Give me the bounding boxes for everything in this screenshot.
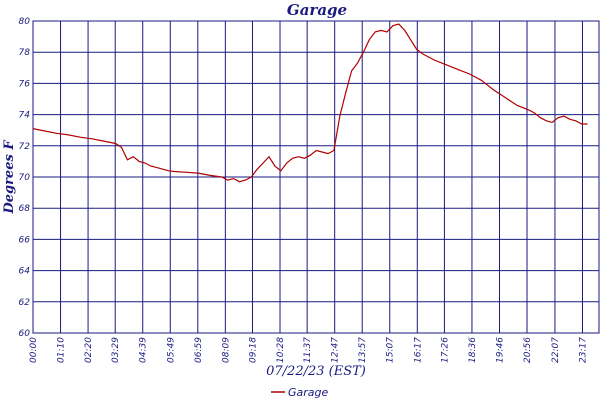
x-tick-label: 19:46 [495, 337, 505, 363]
x-tick-label: 00:00 [29, 337, 39, 363]
x-tick-label: 04:39 [139, 337, 149, 363]
x-axis-label: 07/22/23 (EST) [266, 364, 366, 379]
chart-grid [32, 20, 599, 334]
x-tick-labels: 00:00 01:10 02:20 03:29 04:39 05:49 06:59 08:09… [29, 337, 588, 363]
y-tick-label: 78 [19, 48, 31, 58]
x-tick-label: 08:09 [221, 337, 231, 363]
x-tick-label: 10:28 [276, 337, 286, 363]
y-tick-label: 72 [19, 142, 31, 152]
chart-title: Garage [287, 1, 347, 19]
x-tick-label: 16:17 [413, 337, 423, 363]
x-tick-label: 01:10 [57, 337, 67, 363]
plot-frame [32, 20, 600, 334]
y-tick-labels: 60 62 64 66 68 70 72 74 76 78 80 [19, 17, 31, 339]
x-tick-label: 02:20 [84, 337, 94, 363]
y-tick-label: 68 [19, 204, 31, 214]
x-tick-label: 06:59 [194, 337, 204, 363]
x-tick-label: 17:26 [440, 337, 450, 363]
x-tick-label: 13:57 [358, 337, 368, 363]
x-tick-label: 23:17 [578, 337, 588, 363]
x-tick-label: 12:47 [331, 337, 341, 363]
y-tick-label: 80 [19, 17, 31, 27]
series-line-garage [32, 23, 588, 183]
legend-label-garage: Garage [288, 386, 329, 399]
y-tick-label: 76 [19, 79, 31, 89]
y-tick-label: 64 [19, 267, 31, 277]
x-tick-label: 20:56 [523, 337, 533, 363]
y-tick-label: 66 [19, 235, 31, 245]
legend: Garage [271, 386, 329, 399]
x-tick-label: 18:36 [468, 337, 478, 363]
x-tick-label: 22:07 [551, 337, 561, 363]
x-tick-label: 09:18 [248, 337, 258, 363]
x-tick-label: 03:29 [111, 337, 121, 363]
x-tick-label: 11:37 [303, 337, 313, 363]
y-axis-label: Degrees F [2, 140, 17, 215]
y-tick-label: 74 [19, 111, 31, 121]
x-tick-label: 05:49 [166, 337, 176, 363]
y-tick-label: 70 [19, 173, 31, 183]
x-tick-label: 15:07 [386, 337, 396, 363]
y-tick-label: 62 [19, 298, 31, 308]
y-tick-label: 60 [19, 329, 31, 339]
